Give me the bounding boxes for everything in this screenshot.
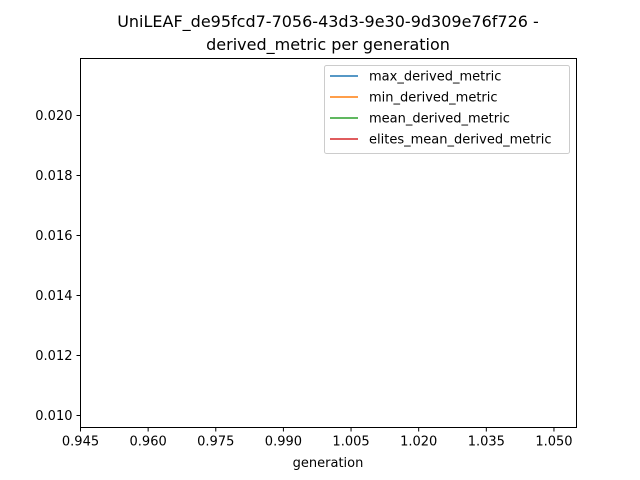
x-axis: 0.945 0.960 0.975 0.990 1.005 1.020 1.035 1.050 (62, 427, 573, 450)
legend-box (324, 65, 570, 154)
x-tick-label: 1.050 (535, 435, 572, 450)
y-tick-label: 0.010 (35, 409, 72, 424)
legend: max_derived_metric min_derived_metricmean… (324, 65, 570, 154)
x-tick-label: 0.960 (130, 435, 167, 450)
x-axis-label: generation (293, 456, 364, 471)
legend-label: elites_mean_derived_metric (369, 133, 551, 148)
x-tick-label: 0.945 (62, 435, 99, 450)
y-tick-label: 0.020 (35, 109, 72, 124)
chart-title-line-2: derived_metric per generation (206, 35, 450, 54)
x-tick-label: 1.020 (400, 435, 437, 450)
y-tick-label: 0.018 (35, 169, 72, 184)
y-tick-label: 0.014 (35, 289, 72, 304)
legend-label: max_derived_metric (369, 70, 501, 85)
axes-frame (80, 58, 577, 428)
x-tick-label: 0.990 (265, 435, 302, 450)
y-tick-label: 0.012 (35, 349, 72, 364)
y-tick-label: 0.016 (35, 229, 72, 244)
legend-label: mean_derived_metric (369, 112, 510, 127)
x-tick-label: 1.005 (332, 435, 369, 450)
chart-title-line-1: UniLEAF_de95fcd7-7056-43d3-9e30-9d309e76… (117, 12, 539, 31)
x-tick-label: 1.035 (468, 435, 505, 450)
x-tick-label: 0.975 (197, 435, 234, 450)
legend-label: min_derived_metric (369, 91, 498, 106)
y-axis: 0.010 0.012 0.014 0.016 0.018 0.020 (35, 109, 81, 424)
